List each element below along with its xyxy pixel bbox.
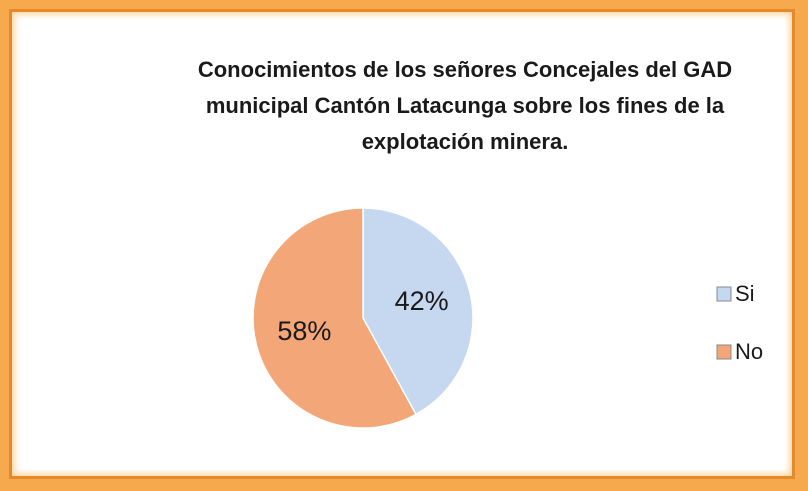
data-label: 42% <box>395 286 449 316</box>
pie-slice <box>252 207 418 429</box>
chart-title: Conocimientos de los señores Concejales … <box>197 57 733 154</box>
pie-slice <box>362 207 474 416</box>
data-label: 58% <box>277 316 331 346</box>
legend-swatch <box>716 286 732 302</box>
legend-swatch <box>716 344 732 360</box>
legend-label: Si <box>735 281 755 306</box>
legend-label: No <box>735 339 763 364</box>
